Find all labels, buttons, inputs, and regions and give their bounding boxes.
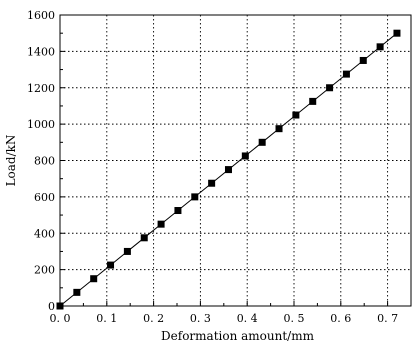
data-point-marker — [140, 234, 148, 242]
data-point-marker — [326, 84, 334, 92]
x-tick-label: 0. 2 — [143, 312, 164, 325]
data-point-marker — [90, 275, 98, 283]
data-point-marker — [359, 56, 367, 64]
data-point-marker — [123, 247, 131, 255]
data-point-marker — [292, 111, 300, 119]
y-tick-label: 1000 — [27, 118, 55, 131]
y-tick-label: 1200 — [27, 82, 55, 95]
data-point-marker — [56, 302, 64, 310]
x-tick-label: 0. 6 — [330, 312, 351, 325]
data-point-marker — [191, 193, 199, 201]
x-tick-label: 0. 3 — [190, 312, 211, 325]
data-point-marker — [174, 207, 182, 215]
x-tick-label: 0. 0 — [50, 312, 71, 325]
x-tick-label: 0. 5 — [284, 312, 305, 325]
data-point-marker — [309, 97, 317, 105]
y-tick-label: 800 — [34, 155, 55, 168]
data-point-marker — [157, 220, 165, 228]
y-tick-label: 0 — [48, 300, 55, 313]
data-point-marker — [258, 138, 266, 146]
data-point-marker — [73, 288, 81, 296]
y-tick-label: 600 — [34, 191, 55, 204]
data-point-marker — [107, 261, 115, 269]
y-axis-title: Load/kN — [4, 135, 18, 187]
y-tick-label: 200 — [34, 264, 55, 277]
data-point-marker — [342, 70, 350, 78]
y-tick-label: 1600 — [27, 9, 55, 22]
data-point-marker — [393, 29, 401, 37]
x-tick-label: 0. 4 — [237, 312, 258, 325]
y-tick-label: 1400 — [27, 45, 55, 58]
y-tick-label: 400 — [34, 227, 55, 240]
data-point-marker — [376, 43, 384, 51]
data-point-marker — [224, 166, 232, 174]
x-tick-label: 0. 1 — [96, 312, 117, 325]
x-tick-label: 0. 7 — [377, 312, 398, 325]
data-point-marker — [275, 125, 283, 133]
data-point-marker — [208, 179, 216, 187]
x-axis-title: Deformation amount/mm — [161, 329, 315, 343]
data-point-marker — [241, 152, 249, 160]
